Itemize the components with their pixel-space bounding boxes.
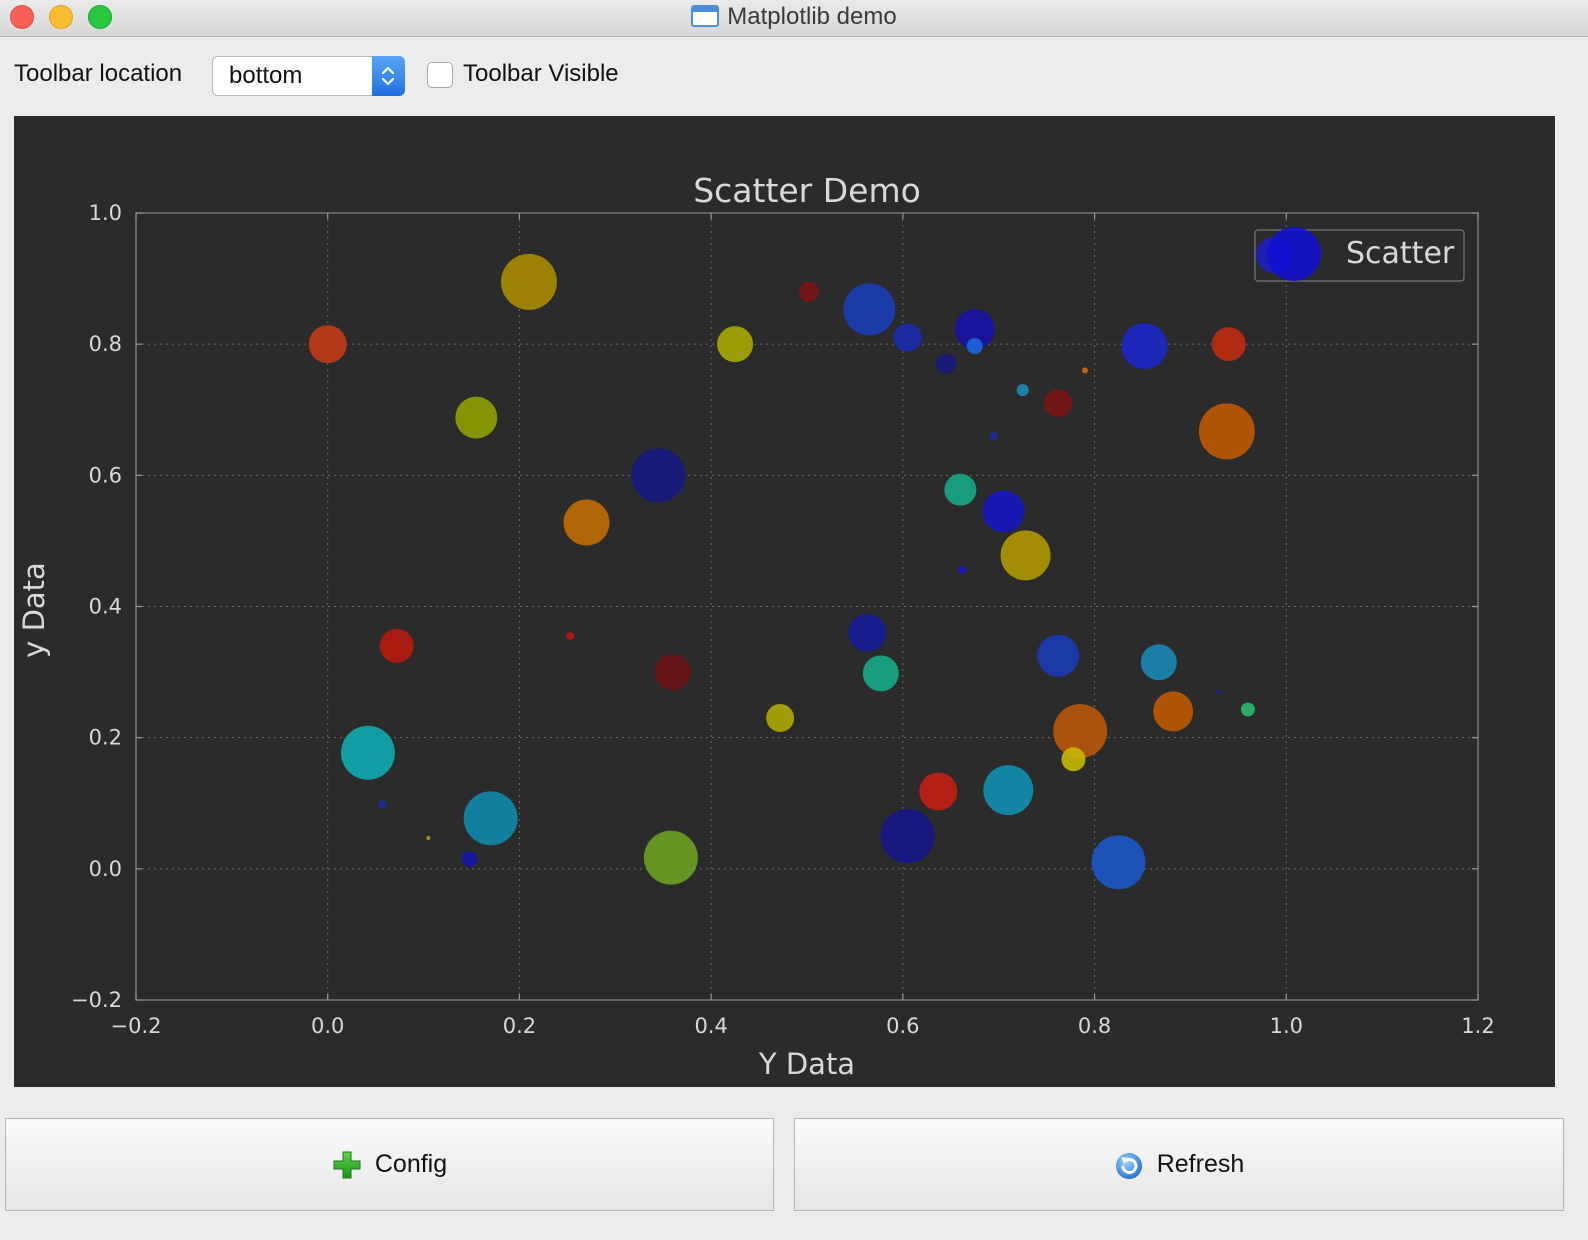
toolbar-location-label: Toolbar location <box>14 60 183 87</box>
scatter-point <box>643 830 698 885</box>
scatter-point <box>1081 367 1088 374</box>
refresh-button[interactable]: Refresh <box>794 1118 1564 1211</box>
x-tick-label: 0.0 <box>311 1014 344 1038</box>
scatter-point <box>566 632 575 641</box>
scatter-point <box>843 283 896 336</box>
scatter-point <box>958 565 967 574</box>
scatter-point <box>654 654 691 691</box>
legend-entry-scatter: Scatter <box>1346 236 1455 271</box>
scatter-point <box>1044 389 1073 418</box>
window-title-text: Matplotlib demo <box>727 3 897 30</box>
scatter-point <box>1211 327 1246 362</box>
scatter-point <box>1053 704 1108 759</box>
scatter-point <box>340 725 395 780</box>
x-tick-label: 1.2 <box>1461 1014 1494 1038</box>
matplotlib-figure: −0.2 0.0 0.2 0.4 0.6 0.8 1.0 1.2 −0.2 0.0 0.2 0.4 0.… <box>14 116 1555 1087</box>
config-button-label: Config <box>374 1150 448 1178</box>
y-tick-label: −0.2 <box>71 988 122 1012</box>
scatter-chart: −0.2 0.0 0.2 0.4 0.6 0.8 1.0 1.2 −0.2 0.0 0.2 0.4 0.… <box>17 171 1495 1081</box>
toolbar-visible-label: Toolbar Visible <box>463 60 619 87</box>
y-axis-label: y Data <box>17 562 51 658</box>
scatter-point <box>1000 530 1051 581</box>
toolbar-location-select[interactable]: bottom <box>212 56 405 96</box>
scatter-point <box>563 499 610 546</box>
window-title: Matplotlib demo <box>0 3 1588 31</box>
scatter-point <box>989 431 998 440</box>
scatter-point <box>1061 747 1086 772</box>
scatter-point <box>1240 702 1255 717</box>
scatter-point <box>1121 323 1168 370</box>
toolbar-visible-checkbox[interactable] <box>427 62 453 88</box>
scatter-point <box>426 836 431 841</box>
scatter-point <box>880 809 935 864</box>
chart-title: Scatter Demo <box>693 171 921 210</box>
scatter-point <box>717 326 754 363</box>
scatter-point <box>1198 403 1255 460</box>
x-axis-label: Y Data <box>758 1047 855 1081</box>
scatter-point <box>919 772 958 811</box>
scatter-point <box>378 800 387 809</box>
scatter-point <box>455 396 498 439</box>
refresh-icon <box>1114 1150 1144 1180</box>
scatter-point <box>1037 634 1080 677</box>
scatter-point <box>308 325 347 364</box>
scatter-point <box>631 448 686 503</box>
scatter-point <box>1091 835 1146 890</box>
scatter-point <box>862 655 899 692</box>
minimize-window-button[interactable] <box>49 5 73 29</box>
scatter-point <box>1016 384 1029 397</box>
legend: Scatter <box>1254 227 1465 282</box>
scatter-point <box>935 353 956 374</box>
scatter-point <box>966 338 983 355</box>
scatter-point <box>501 253 558 310</box>
axis-ticks: −0.2 0.0 0.2 0.4 0.6 0.8 1.0 1.2 −0.2 0.0 0.2 0.4 0.… <box>71 201 1495 1038</box>
legend-marker-large <box>1267 227 1321 281</box>
x-tick-label: 0.2 <box>503 1014 536 1038</box>
window-app-icon <box>691 5 720 27</box>
y-tick-label: 0.6 <box>89 463 122 487</box>
updown-arrows-icon <box>372 56 405 96</box>
x-tick-label: −0.2 <box>111 1014 162 1038</box>
y-tick-label: 0.8 <box>89 332 122 356</box>
scatter-point <box>1153 691 1194 732</box>
scatter-point <box>379 628 414 663</box>
x-tick-label: 0.8 <box>1078 1014 1111 1038</box>
scatter-point <box>1217 689 1222 694</box>
x-tick-label: 0.6 <box>886 1014 919 1038</box>
refresh-button-label: Refresh <box>1156 1150 1245 1178</box>
scatter-point <box>893 323 922 352</box>
plus-icon <box>332 1150 362 1180</box>
toolbar-location-value: bottom <box>229 62 303 89</box>
window-titlebar: Matplotlib demo <box>0 0 1588 37</box>
scatter-point <box>461 850 478 867</box>
scatter-point <box>1140 644 1177 681</box>
scatter-point <box>944 473 977 506</box>
scatter-point <box>798 281 819 302</box>
maximize-window-button[interactable] <box>88 5 112 29</box>
x-tick-label: 0.4 <box>694 1014 727 1038</box>
scatter-point <box>766 703 795 732</box>
y-tick-label: 1.0 <box>89 201 122 225</box>
scatter-point <box>983 765 1034 816</box>
scatter-point <box>982 490 1025 533</box>
y-tick-label: 0.2 <box>89 726 122 750</box>
y-tick-label: 0.4 <box>89 595 122 619</box>
scatter-point <box>848 613 887 652</box>
close-window-button[interactable] <box>10 5 34 29</box>
config-button[interactable]: Config <box>5 1118 774 1211</box>
scatter-point <box>463 791 518 846</box>
x-tick-label: 1.0 <box>1270 1014 1303 1038</box>
scatter-point <box>954 309 995 350</box>
scatter-points <box>308 253 1255 890</box>
y-tick-label: 0.0 <box>89 857 122 881</box>
